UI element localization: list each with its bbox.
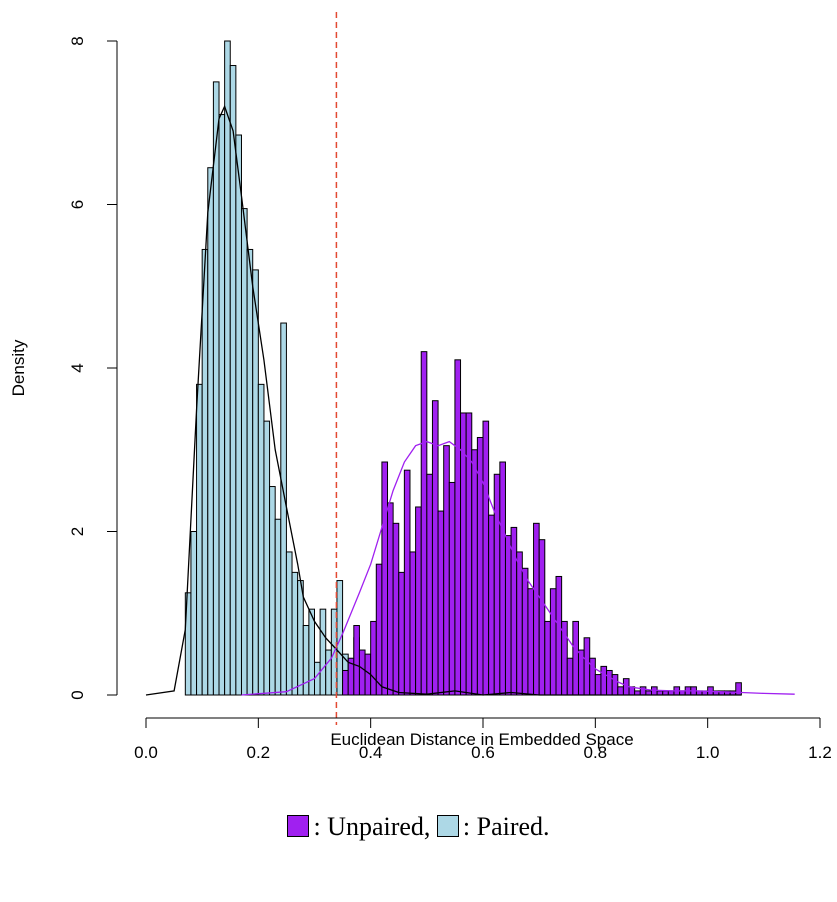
unpaired-bar	[583, 637, 591, 696]
unpaired-bar	[465, 412, 473, 696]
unpaired-bar	[342, 669, 349, 696]
unpaired-bar	[606, 669, 613, 696]
unpaired-bar	[409, 551, 417, 696]
x-axis: 0.0 0.2 0.4 0.6 0.8 1.0 1.2	[134, 717, 832, 762]
unpaired-bar	[735, 682, 742, 696]
legend-paired-label: : Paired.	[462, 812, 550, 841]
unpaired-bar	[454, 359, 462, 696]
paired-bar	[319, 608, 327, 696]
unpaired-bar	[617, 686, 624, 696]
unpaired-bar	[493, 473, 501, 696]
paired-bar	[263, 420, 271, 696]
y-tick-label: 6	[68, 200, 87, 209]
paired-bars	[184, 40, 389, 696]
unpaired-bar	[420, 351, 428, 696]
unpaired-bar	[504, 535, 512, 696]
paired-bar	[269, 486, 276, 696]
unpaired-bar	[370, 620, 377, 696]
paired-bar	[252, 269, 259, 696]
paired-bar	[314, 661, 321, 696]
unpaired-bar	[516, 551, 523, 696]
paired-bar	[336, 580, 344, 696]
paired-bar	[224, 40, 231, 696]
unpaired-bar	[392, 522, 400, 696]
paired-bar	[325, 649, 332, 696]
unpaired-bar	[499, 461, 506, 696]
paired-bar	[229, 65, 237, 696]
unpaired-bar	[448, 481, 456, 696]
unpaired-bar	[471, 449, 478, 696]
unpaired-bar	[527, 588, 535, 696]
unpaired-bar	[594, 674, 602, 696]
unpaired-swatch	[287, 815, 310, 837]
unpaired-bar	[482, 420, 490, 696]
y-tick-label: 8	[68, 36, 87, 45]
x-tick-label: 0.2	[247, 743, 271, 762]
unpaired-bars	[342, 351, 742, 696]
paired-bar	[297, 580, 304, 696]
unpaired-bar	[358, 649, 366, 696]
y-tick-label: 0	[68, 690, 87, 699]
y-axis: 0 2 4 6 8	[68, 36, 118, 700]
x-tick-label: 0.4	[359, 743, 383, 762]
paired-bar	[201, 248, 209, 696]
paired-bar	[308, 608, 315, 696]
unpaired-bar	[611, 674, 619, 696]
paired-bar	[196, 383, 203, 696]
paired-bar	[285, 551, 293, 696]
x-tick-label: 0.6	[471, 743, 495, 762]
paired-bar	[218, 114, 226, 696]
x-tick-label: 0.0	[134, 743, 158, 762]
paired-bar	[302, 625, 310, 696]
paired-bar	[246, 248, 254, 696]
unpaired-bar	[403, 469, 411, 696]
unpaired-bar	[572, 620, 579, 696]
paired-bar	[291, 571, 299, 696]
unpaired-bar	[533, 522, 540, 696]
unpaired-bar	[443, 445, 450, 696]
unpaired-bar	[415, 506, 422, 696]
unpaired-bar	[426, 473, 433, 696]
paired-bar	[212, 81, 220, 696]
y-tick-label: 2	[68, 527, 87, 536]
legend: : Unpaired, : Paired.	[0, 812, 837, 842]
unpaired-bar	[600, 665, 608, 696]
unpaired-bar	[555, 575, 563, 696]
paired-bar	[280, 322, 287, 696]
unpaired-bar	[387, 502, 394, 696]
paired-bar	[207, 167, 214, 696]
x-tick-label: 0.8	[584, 743, 608, 762]
x-axis-title: Euclidean Distance in Embedded Space	[330, 730, 633, 749]
x-tick-label: 1.2	[808, 743, 832, 762]
unpaired-bar	[538, 539, 546, 696]
unpaired-bar	[398, 571, 405, 696]
unpaired-bar	[437, 510, 445, 696]
paired-bar	[274, 518, 282, 696]
unpaired-bar	[353, 625, 360, 696]
paired-bar	[235, 134, 242, 696]
unpaired-density-curve	[241, 440, 795, 696]
x-tick-label: 1.0	[696, 743, 720, 762]
unpaired-bar	[521, 567, 529, 696]
unpaired-bar	[544, 620, 551, 696]
unpaired-bar	[381, 461, 389, 696]
unpaired-bar	[488, 514, 495, 696]
unpaired-bar	[561, 620, 568, 696]
paired-density-curve	[145, 104, 742, 696]
unpaired-bar	[549, 588, 557, 696]
unpaired-bar	[375, 563, 383, 696]
y-axis-title: Density	[9, 339, 28, 396]
paired-bar	[190, 531, 198, 696]
unpaired-bar	[566, 657, 574, 696]
paired-bar	[257, 383, 265, 696]
y-tick-label: 4	[68, 363, 87, 372]
legend-unpaired-label: : Unpaired,	[313, 812, 431, 841]
paired-swatch	[436, 815, 459, 837]
paired-bar	[240, 208, 248, 696]
